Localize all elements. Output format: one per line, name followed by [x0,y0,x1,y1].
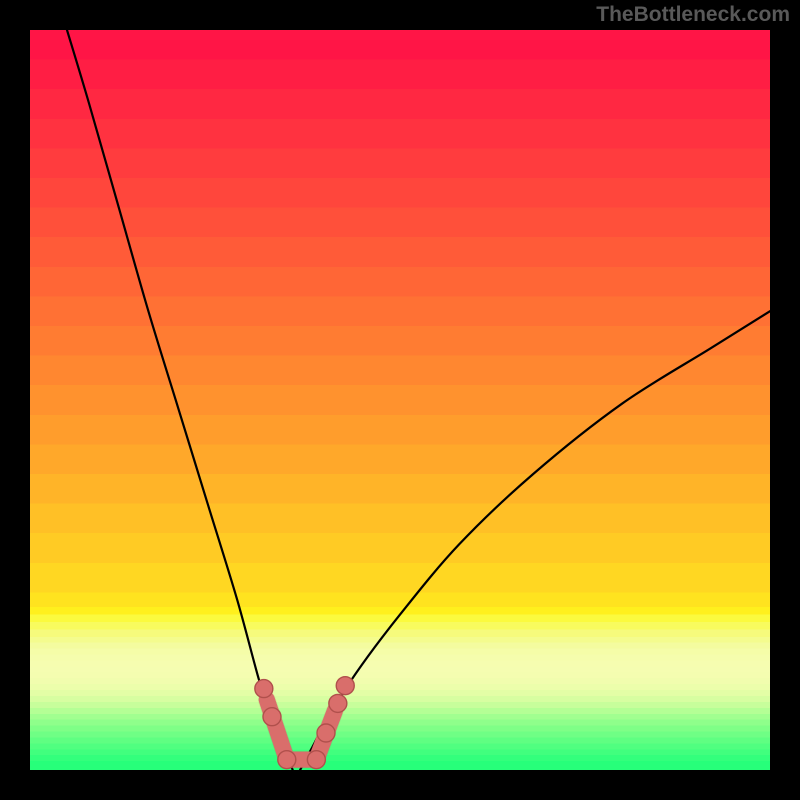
marker-dot [255,680,273,698]
chart-overlay [30,30,770,770]
marker-dot [336,677,354,695]
marker-dot [307,751,325,769]
marker-dot [317,724,335,742]
marker-dot [329,694,347,712]
watermark-text: TheBottleneck.com [596,3,790,27]
curve-right-branch [300,311,770,770]
plot-area [30,30,770,770]
chart-root: TheBottleneck.com [0,0,800,800]
marker-dot [278,751,296,769]
marker-dot [263,708,281,726]
curve-left-branch [67,30,293,770]
